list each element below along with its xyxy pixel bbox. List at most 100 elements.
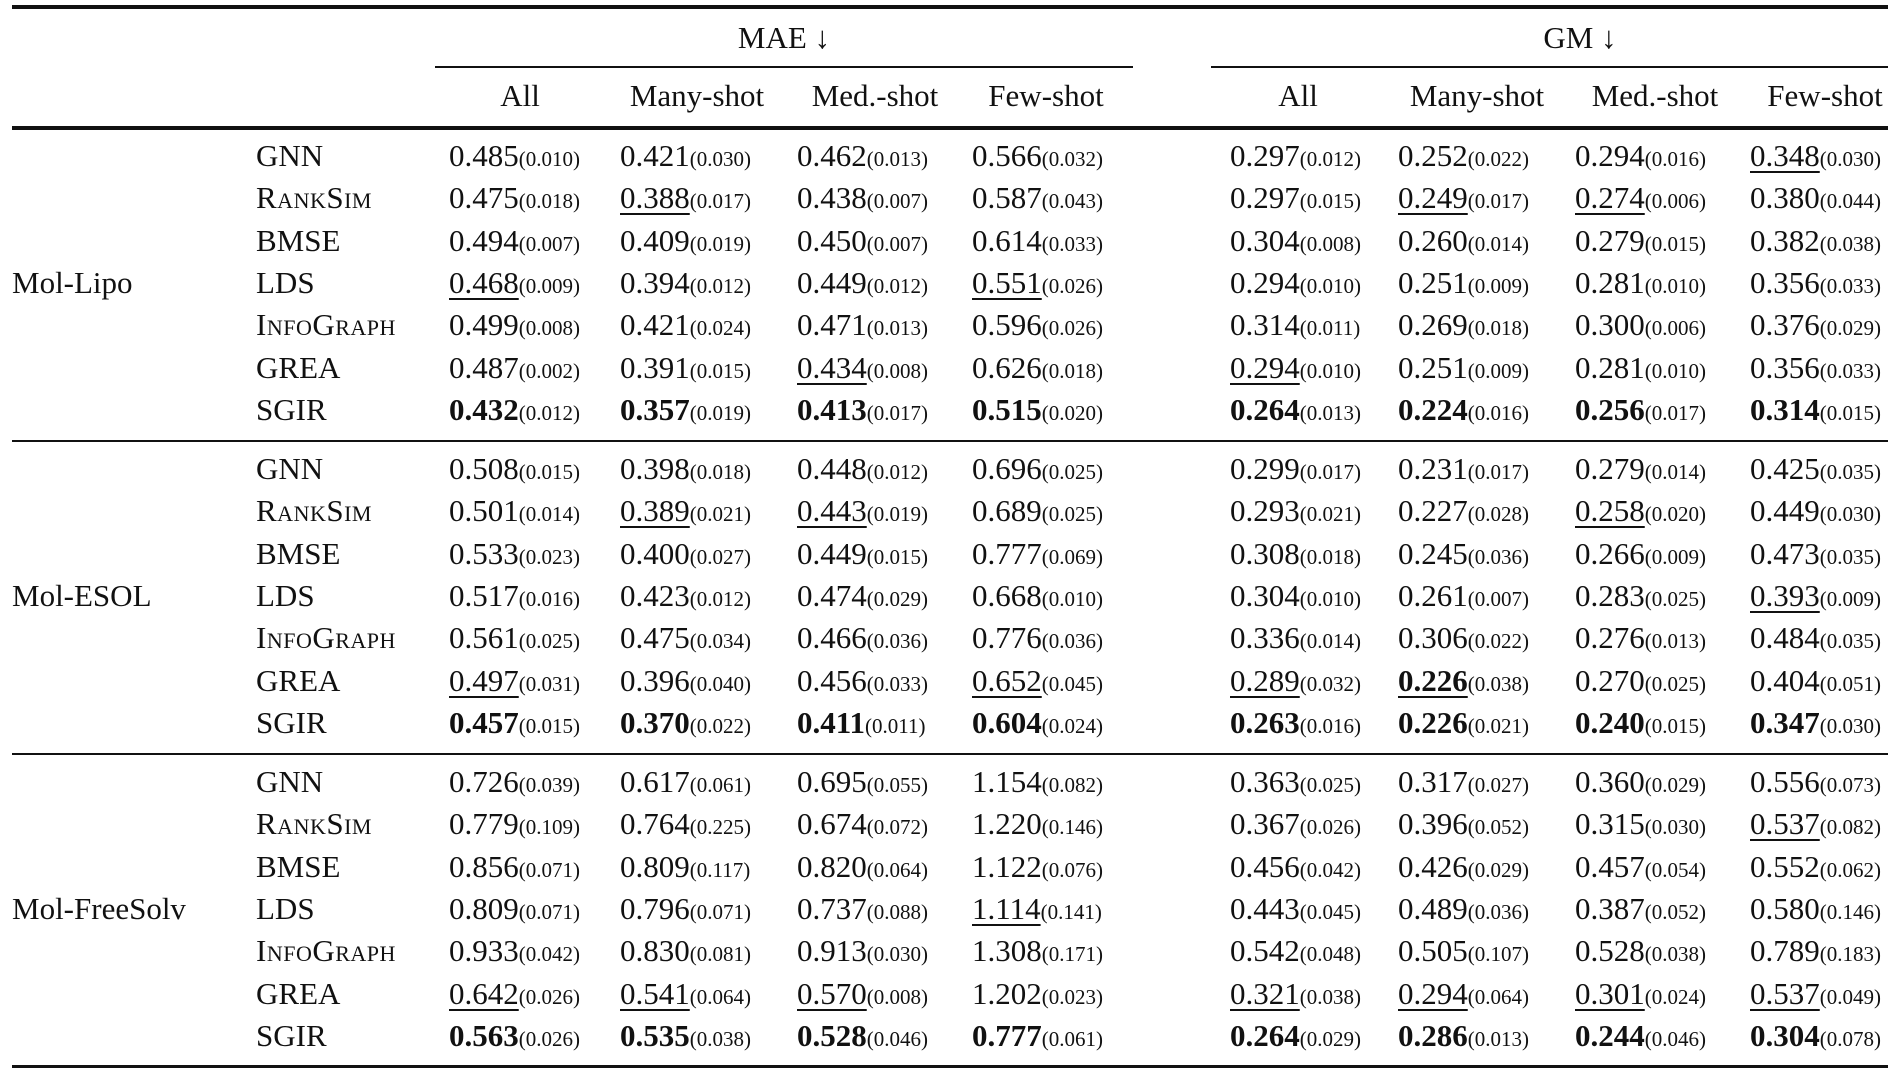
cell-mean: 0.396 (1398, 806, 1468, 842)
cell-std: (0.025) (518, 629, 580, 654)
cell-std: (0.036) (866, 629, 928, 654)
cell-std: (0.042) (1299, 857, 1361, 882)
cell-mean: 0.258 (1575, 493, 1645, 529)
cell-mean: 0.494 (449, 222, 519, 258)
mae-cmidrule (435, 66, 1133, 68)
cell-std: (0.018) (1041, 358, 1103, 383)
table-cell: 0.566(0.032) (972, 140, 1103, 171)
table-cell: 0.556(0.073) (1750, 766, 1881, 797)
cell-std: (0.008) (866, 358, 928, 383)
table-cell: 0.617(0.061) (620, 766, 751, 797)
cell-std: (0.032) (1299, 671, 1361, 696)
cell-mean: 0.596 (972, 307, 1042, 343)
cell-mean: 0.281 (1575, 264, 1645, 300)
cell-mean: 0.587 (972, 180, 1042, 216)
table-cell: 0.457(0.015) (449, 707, 580, 738)
table-cell: 0.398(0.018) (620, 453, 751, 484)
table-cell: 0.501(0.014) (449, 495, 580, 526)
cell-mean: 0.286 (1398, 1017, 1468, 1053)
table-cell: 0.317(0.027) (1398, 766, 1529, 797)
cell-mean: 0.294 (1575, 138, 1645, 173)
table-cell: 1.308(0.171) (972, 935, 1103, 966)
dataset-label: Mol-Lipo (12, 264, 133, 300)
table-cell: 0.913(0.030) (797, 935, 928, 966)
cell-std: (0.064) (1467, 984, 1529, 1009)
table-cell: 0.321(0.038) (1230, 978, 1361, 1009)
cell-std: (0.012) (689, 273, 751, 298)
cell-std: (0.015) (1819, 400, 1881, 425)
cell-mean: 0.473 (1750, 535, 1820, 571)
cell-mean: 0.279 (1575, 222, 1645, 258)
cell-mean: 0.251 (1398, 349, 1468, 385)
cell-std: (0.014) (1644, 460, 1706, 484)
table-cell: 0.396(0.040) (620, 665, 751, 696)
cell-mean: 0.552 (1750, 848, 1820, 884)
table-cell: 0.789(0.183) (1750, 935, 1881, 966)
table-cell: 0.421(0.024) (620, 309, 751, 340)
method-label: GNN (256, 138, 324, 173)
cell-mean: 0.462 (797, 138, 867, 173)
cell-std: (0.026) (1041, 316, 1103, 341)
cell-std: (0.019) (689, 231, 751, 256)
cell-mean: 0.274 (1575, 180, 1645, 216)
table-cell: 0.456(0.042) (1230, 851, 1361, 882)
cell-mean: 0.820 (797, 848, 867, 884)
column-header: Many-shot (1409, 78, 1545, 113)
method-label: BMSE (256, 848, 341, 884)
table-cell: 0.475(0.034) (620, 622, 751, 653)
cell-mean: 1.202 (972, 975, 1042, 1011)
table-cell: 0.517(0.016) (449, 580, 580, 611)
dataset-label: Mol-ESOL (12, 577, 152, 613)
method-label: SGIR (256, 704, 327, 740)
cell-std: (0.078) (1819, 1026, 1881, 1051)
cell-std: (0.015) (518, 713, 580, 738)
section-rule-2 (12, 753, 1888, 755)
cell-mean: 0.528 (797, 1017, 867, 1053)
cell-mean: 0.475 (449, 180, 519, 216)
table-cell: 0.356(0.033) (1750, 267, 1881, 298)
table-cell: 0.856(0.071) (449, 851, 580, 882)
cell-mean: 0.501 (449, 493, 519, 529)
table-cell: 0.304(0.008) (1230, 225, 1361, 256)
cell-std: (0.030) (866, 942, 928, 967)
table-cell: 0.726(0.039) (449, 766, 580, 797)
cell-std: (0.017) (1467, 460, 1529, 484)
cell-mean: 0.696 (972, 451, 1042, 486)
cell-std: (0.031) (518, 671, 580, 696)
cell-mean: 1.114 (972, 890, 1041, 926)
cell-mean: 0.533 (449, 535, 519, 571)
table-cell: 0.404(0.051) (1750, 665, 1881, 696)
cell-mean: 0.304 (1750, 1017, 1820, 1053)
cell-std: (0.017) (866, 400, 928, 425)
cell-std: (0.051) (1819, 671, 1881, 696)
cell-std: (0.048) (1299, 942, 1361, 967)
cell-mean: 0.297 (1230, 180, 1300, 216)
cell-std: (0.081) (689, 942, 751, 967)
cell-std: (0.026) (1299, 815, 1361, 840)
cell-std: (0.026) (1041, 273, 1103, 298)
cell-std: (0.032) (1041, 147, 1103, 171)
table-cell: 0.299(0.017) (1230, 453, 1361, 484)
table-cell: 0.294(0.016) (1575, 140, 1706, 171)
method-label: GNN (256, 451, 324, 486)
cell-std: (0.038) (1299, 984, 1361, 1009)
cell-mean: 0.264 (1230, 391, 1300, 427)
cell-mean: 0.796 (620, 890, 690, 926)
cell-mean: 0.737 (797, 890, 867, 926)
table-cell: 0.264(0.013) (1230, 394, 1361, 425)
cell-std: (0.011) (1299, 316, 1361, 341)
table-cell: 0.226(0.038) (1398, 665, 1529, 696)
cell-mean: 0.400 (620, 535, 690, 571)
cell-mean: 0.468 (449, 264, 519, 300)
cell-mean: 0.315 (1575, 806, 1645, 842)
cell-mean: 0.294 (1398, 975, 1468, 1011)
cell-std: (0.072) (866, 815, 928, 840)
cell-mean: 0.913 (797, 933, 867, 969)
table-cell: 0.487(0.002) (449, 352, 580, 383)
cell-mean: 0.367 (1230, 806, 1300, 842)
column-header: Med.-shot (1591, 78, 1719, 113)
cell-std: (0.010) (1299, 586, 1361, 611)
cell-mean: 0.508 (449, 451, 519, 486)
cell-mean: 0.617 (620, 764, 690, 799)
